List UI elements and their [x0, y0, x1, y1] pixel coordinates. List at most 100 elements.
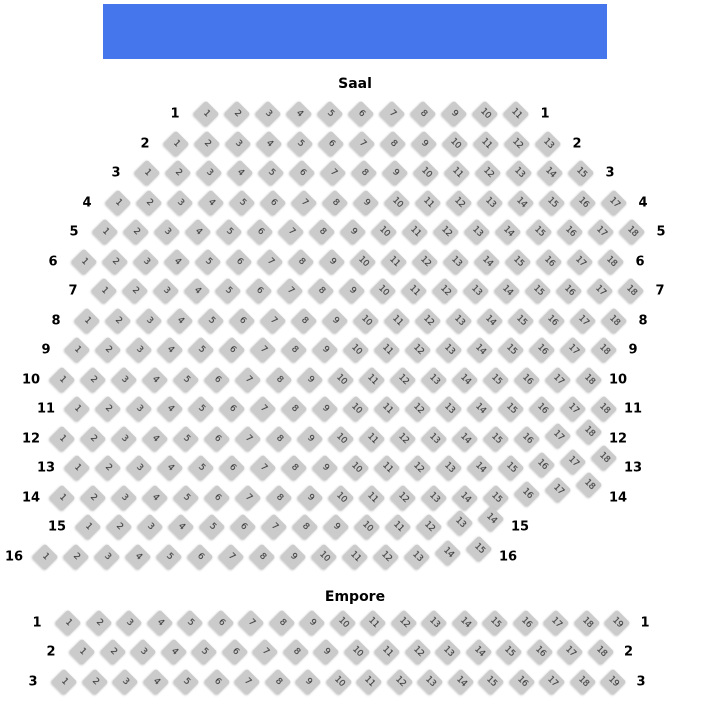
- seat-saal-row1-2[interactable]: 2: [223, 100, 251, 128]
- seat-saal-row15-6[interactable]: 6: [229, 513, 257, 541]
- seat-saal-row16-9[interactable]: 9: [279, 543, 307, 571]
- seat-saal-row11-11[interactable]: 11: [373, 395, 401, 423]
- seat-saal-row6-12[interactable]: 12: [411, 248, 439, 276]
- seat-empore-row3-16[interactable]: 16: [508, 668, 535, 696]
- seat-saal-row2-2[interactable]: 2: [193, 130, 221, 158]
- seat-saal-row10-4[interactable]: 4: [141, 366, 169, 394]
- seat-saal-row12-9[interactable]: 9: [296, 425, 324, 453]
- seat-saal-row9-9[interactable]: 9: [311, 336, 339, 364]
- seat-saal-row14-16[interactable]: 16: [513, 480, 541, 508]
- seat-saal-row8-14[interactable]: 14: [476, 307, 504, 335]
- seat-saal-row6-15[interactable]: 15: [504, 248, 532, 276]
- seat-saal-row11-13[interactable]: 13: [435, 395, 463, 423]
- seat-saal-row12-10[interactable]: 10: [327, 425, 355, 453]
- seat-saal-row11-12[interactable]: 12: [404, 395, 432, 423]
- seat-saal-row6-16[interactable]: 16: [535, 248, 563, 276]
- seat-empore-row1-17[interactable]: 17: [542, 609, 570, 637]
- seat-saal-row5-7[interactable]: 7: [277, 218, 305, 246]
- seat-saal-row3-1[interactable]: 1: [133, 159, 161, 187]
- seat-saal-row5-1[interactable]: 1: [91, 218, 119, 246]
- seat-saal-row5-17[interactable]: 17: [587, 218, 615, 246]
- seat-saal-row1-3[interactable]: 3: [254, 100, 282, 128]
- seat-saal-row6-7[interactable]: 7: [256, 248, 284, 276]
- seat-saal-row2-6[interactable]: 6: [317, 130, 345, 158]
- seat-saal-row5-11[interactable]: 11: [401, 218, 429, 246]
- seat-saal-row16-12[interactable]: 12: [372, 543, 400, 571]
- seat-saal-row16-15[interactable]: 15: [465, 535, 493, 563]
- seat-saal-row6-4[interactable]: 4: [163, 248, 191, 276]
- seat-saal-row8-9[interactable]: 9: [321, 307, 349, 335]
- seat-saal-row16-4[interactable]: 4: [124, 543, 152, 571]
- seat-saal-row9-12[interactable]: 12: [404, 336, 432, 364]
- seat-empore-row2-2[interactable]: 2: [99, 638, 126, 666]
- seat-empore-row1-3[interactable]: 3: [115, 609, 143, 637]
- seat-saal-row13-12[interactable]: 12: [404, 454, 432, 482]
- seat-empore-row1-16[interactable]: 16: [512, 609, 539, 637]
- seat-saal-row7-11[interactable]: 11: [400, 277, 428, 305]
- seat-saal-row10-8[interactable]: 8: [265, 366, 293, 394]
- seat-saal-row4-5[interactable]: 5: [228, 189, 256, 217]
- seat-saal-row14-1[interactable]: 1: [48, 484, 76, 512]
- seat-saal-row4-10[interactable]: 10: [383, 189, 411, 217]
- seat-saal-row7-17[interactable]: 17: [586, 277, 614, 305]
- seat-saal-row6-5[interactable]: 5: [194, 248, 222, 276]
- seat-saal-row4-4[interactable]: 4: [197, 189, 225, 217]
- seat-empore-row3-7[interactable]: 7: [233, 668, 261, 696]
- seat-empore-row2-8[interactable]: 8: [282, 638, 309, 666]
- seat-saal-row8-7[interactable]: 7: [259, 307, 287, 335]
- seat-saal-row4-13[interactable]: 13: [476, 189, 504, 217]
- seat-empore-row3-6[interactable]: 6: [203, 668, 230, 696]
- seat-saal-row6-18[interactable]: 18: [597, 248, 625, 276]
- seat-saal-row15-2[interactable]: 2: [105, 513, 133, 541]
- seat-saal-row13-17[interactable]: 17: [559, 448, 587, 476]
- seat-saal-row3-14[interactable]: 14: [536, 159, 564, 187]
- seat-saal-row5-6[interactable]: 6: [246, 218, 274, 246]
- seat-empore-row2-18[interactable]: 18: [587, 638, 614, 666]
- seat-saal-row6-11[interactable]: 11: [380, 248, 408, 276]
- seat-saal-row6-10[interactable]: 10: [349, 248, 377, 276]
- seat-saal-row13-1[interactable]: 1: [63, 454, 91, 482]
- seat-saal-row5-4[interactable]: 4: [184, 218, 212, 246]
- seat-saal-row11-1[interactable]: 1: [63, 395, 91, 423]
- seat-saal-row12-1[interactable]: 1: [48, 425, 76, 453]
- seat-saal-row16-1[interactable]: 1: [31, 543, 59, 571]
- seat-saal-row15-8[interactable]: 8: [291, 513, 319, 541]
- seat-saal-row5-16[interactable]: 16: [556, 218, 584, 246]
- seat-saal-row8-2[interactable]: 2: [104, 307, 132, 335]
- seat-saal-row8-12[interactable]: 12: [414, 307, 442, 335]
- seat-saal-row4-3[interactable]: 3: [166, 189, 194, 217]
- seat-saal-row12-7[interactable]: 7: [234, 425, 262, 453]
- seat-saal-row1-9[interactable]: 9: [440, 100, 468, 128]
- seat-empore-row2-1[interactable]: 1: [68, 638, 96, 666]
- seat-saal-row7-4[interactable]: 4: [183, 277, 211, 305]
- seat-saal-row13-15[interactable]: 15: [497, 454, 525, 482]
- seat-saal-row15-7[interactable]: 7: [260, 513, 288, 541]
- seat-saal-row4-15[interactable]: 15: [538, 189, 566, 217]
- seat-empore-row1-2[interactable]: 2: [85, 609, 112, 637]
- seat-saal-row10-2[interactable]: 2: [79, 366, 107, 394]
- seat-saal-row14-15[interactable]: 15: [482, 484, 510, 512]
- seat-saal-row13-8[interactable]: 8: [280, 454, 308, 482]
- seat-empore-row2-7[interactable]: 7: [251, 638, 279, 666]
- seat-saal-row8-16[interactable]: 16: [538, 307, 566, 335]
- seat-saal-row7-1[interactable]: 1: [90, 277, 118, 305]
- seat-saal-row3-12[interactable]: 12: [474, 159, 502, 187]
- seat-saal-row4-1[interactable]: 1: [104, 189, 132, 217]
- seat-saal-row7-12[interactable]: 12: [431, 277, 459, 305]
- seat-empore-row1-18[interactable]: 18: [573, 609, 600, 637]
- seat-saal-row8-1[interactable]: 1: [73, 307, 101, 335]
- seat-empore-row1-12[interactable]: 12: [390, 609, 417, 637]
- seat-saal-row3-8[interactable]: 8: [350, 159, 378, 187]
- seat-saal-row6-1[interactable]: 1: [70, 248, 98, 276]
- seat-saal-row1-7[interactable]: 7: [378, 100, 406, 128]
- seat-saal-row14-11[interactable]: 11: [358, 484, 386, 512]
- seat-saal-row14-9[interactable]: 9: [296, 484, 324, 512]
- seat-saal-row4-14[interactable]: 14: [507, 189, 535, 217]
- seat-saal-row11-17[interactable]: 17: [559, 395, 587, 423]
- seat-empore-row2-11[interactable]: 11: [373, 638, 401, 666]
- seat-empore-row3-12[interactable]: 12: [386, 668, 413, 696]
- seat-saal-row14-8[interactable]: 8: [265, 484, 293, 512]
- seat-saal-row3-9[interactable]: 9: [381, 159, 409, 187]
- seat-saal-row4-17[interactable]: 17: [600, 189, 628, 217]
- seat-empore-row1-15[interactable]: 15: [481, 609, 509, 637]
